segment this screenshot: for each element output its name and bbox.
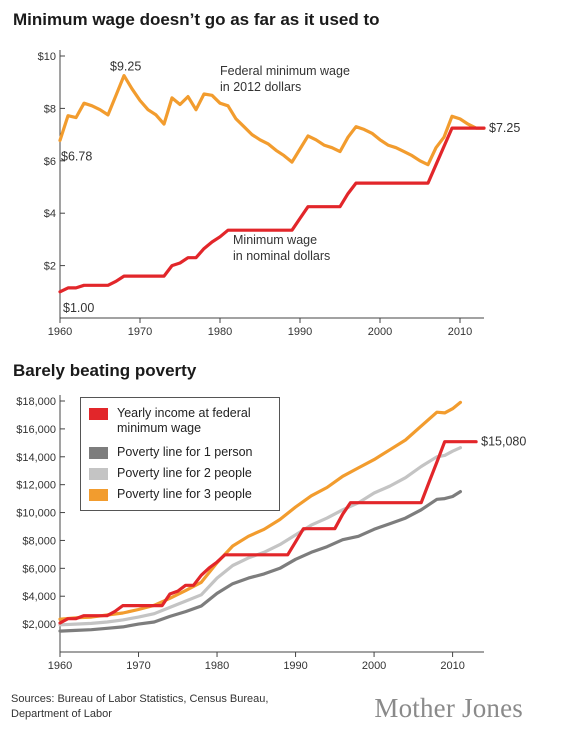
chart1-plot: 1960 1970 1980 1990 2000 2010 $2 $4 $6 $8 $10 $6.78… [38, 50, 520, 338]
series-label-real-line1: Federal minimum wage [220, 64, 350, 78]
legend-label-poverty-2: Poverty line for 2 people [117, 466, 252, 480]
chart1-x-tick-label: 2010 [448, 326, 472, 338]
sources-line-2: Department of Labor [11, 708, 112, 720]
chart2-x-tick-label: 1960 [48, 660, 72, 672]
chart2-series-line-1 [58, 446, 462, 627]
chart2-y-tick-label: $4,000 [22, 591, 56, 603]
legend-item-poverty-2: Poverty line for 2 people [89, 466, 267, 481]
legend-swatch-poverty-3 [89, 489, 108, 501]
chart1-x-tick-label: 1990 [288, 326, 312, 338]
legend-swatch-poverty-2 [89, 468, 108, 480]
legend-swatch-min-wage-income [89, 408, 108, 420]
chart2-y-tick-label: $10,000 [16, 508, 56, 520]
chart2-y-tick-label: $8,000 [22, 535, 56, 547]
chart1-y-tick-label: $2 [44, 261, 56, 273]
chart1-series-line-0 [58, 73, 486, 167]
chart2-plot: 1960 1970 1980 1990 2000 2010 $2,000 $4,000 $6,0… [16, 395, 526, 672]
legend-item-min-wage-income: Yearly income at federal minimum wage [89, 406, 267, 436]
sources-note: Sources: Bureau of Labor Statistics, Cen… [11, 692, 311, 722]
legend-item-poverty-3: Poverty line for 3 people [89, 487, 267, 502]
legend-item-poverty-1: Poverty line for 1 person [89, 445, 267, 460]
chart1-x-tick-label: 1980 [208, 326, 232, 338]
legend-swatch-poverty-1 [89, 447, 108, 459]
chart1-y-tick-label: $8 [44, 103, 56, 115]
label-nominal-start: $1.00 [63, 301, 94, 315]
chart2-y-tick-label: $12,000 [16, 480, 56, 492]
chart1-y-tick-label: $10 [38, 51, 56, 63]
chart2-series-line-3 [58, 440, 478, 625]
chart2-axes: 1960 1970 1980 1990 2000 2010 $2,000 $4,000 $6,0… [16, 395, 484, 672]
label-real-peak: $9.25 [110, 60, 141, 74]
chart2-series-line-2 [58, 400, 462, 621]
chart2-title: Barely beating poverty [13, 361, 197, 380]
chart2-y-tick-label: $16,000 [16, 424, 56, 436]
chart2-y-tick-label: $6,000 [22, 563, 56, 575]
chart2-x-tick-label: 1970 [126, 660, 150, 672]
brand-logo-text: Mother Jones [374, 693, 523, 723]
chart2-x-tick-label: 1980 [205, 660, 229, 672]
legend-label-poverty-3: Poverty line for 3 people [117, 487, 252, 501]
chart2-x-tick-label: 2000 [362, 660, 386, 672]
chart1-series-line-1 [58, 126, 486, 294]
chart1-axes: 1960 1970 1980 1990 2000 2010 $2 $4 $6 $8 $10 [38, 50, 484, 338]
legend-label-poverty-1: Poverty line for 1 person [117, 445, 253, 459]
chart2-y-tick-label: $18,000 [16, 396, 56, 408]
legend-label-min-wage-income: Yearly income at federal minimum wage [117, 406, 251, 435]
chart2-x-tick-label: 2010 [440, 660, 464, 672]
label-real-start: $6.78 [61, 149, 92, 163]
chart1-x-tick-label: 1960 [48, 326, 72, 338]
chart1-y-tick-label: $4 [44, 208, 56, 220]
chart2-legend: Yearly income at federal minimum wage Po… [80, 397, 280, 511]
label-min-wage-income-end: $15,080 [481, 435, 526, 449]
chart1-y-tick-label: $6 [44, 156, 56, 168]
chart1-x-tick-label: 2000 [368, 326, 392, 338]
series-label-nominal-line2: in nominal dollars [233, 249, 330, 263]
sources-line-1: Sources: Bureau of Labor Statistics, Cen… [11, 693, 269, 705]
chart2-x-tick-label: 1990 [283, 660, 307, 672]
chart2-y-tick-label: $2,000 [22, 619, 56, 631]
series-label-nominal-line1: Minimum wage [233, 233, 317, 247]
series-label-real-line2: in 2012 dollars [220, 80, 301, 94]
chart1-x-tick-label: 1970 [128, 326, 152, 338]
chart2-series-line-0 [58, 490, 462, 633]
chart1-title: Minimum wage doesn’t go as far as it use… [13, 10, 380, 29]
label-real-end: $7.25 [489, 121, 520, 135]
chart2-y-tick-label: $14,000 [16, 452, 56, 464]
